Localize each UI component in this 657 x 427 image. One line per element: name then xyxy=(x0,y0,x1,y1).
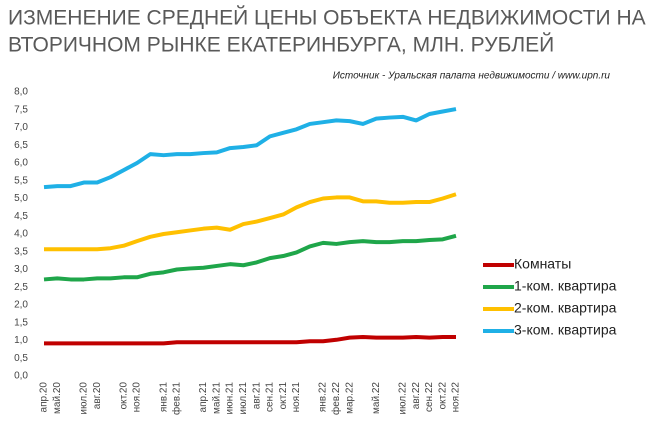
x-tick-label: окт.20 xyxy=(118,382,129,410)
legend-label: 3-ком. квартира xyxy=(514,322,617,338)
y-tick-label: 1,5 xyxy=(14,317,28,328)
chart-title: ИЗМЕНЕНИЕ СРЕДНЕЙ ЦЕНЫ ОБЪЕКТА НЕДВИЖИМО… xyxy=(8,6,646,30)
legend-label: Комнаты xyxy=(514,256,571,272)
series-line xyxy=(43,233,457,282)
x-tick-label: окт.21 xyxy=(278,382,289,410)
x-tick-label: июл.20 xyxy=(79,382,90,415)
x-tick-label: авг.21 xyxy=(251,382,262,410)
x-tick-label: фев.21 xyxy=(171,382,183,415)
y-tick-label: 7,5 xyxy=(14,104,28,115)
x-tick-label: ноя.20 xyxy=(132,382,143,413)
series-line xyxy=(43,107,457,190)
y-tick-label: 3,5 xyxy=(14,246,28,257)
source-note: Источник - Уральская палата недвижимости… xyxy=(333,71,611,82)
x-tick-label: янв.22 xyxy=(318,382,329,413)
x-tick-label: апр.21 xyxy=(198,382,209,413)
x-tick-label: фев.22 xyxy=(330,382,342,415)
x-tick-label: июн.21 xyxy=(225,382,236,415)
x-tick-label: ноя.21 xyxy=(291,382,302,413)
y-tick-label: 5,0 xyxy=(14,193,28,204)
legend-label: 2-ком. квартира xyxy=(514,300,617,316)
legend-label: 1-ком. квартира xyxy=(514,278,617,294)
y-tick-label: 4,5 xyxy=(14,211,28,222)
x-tick-label: ноя.22 xyxy=(451,382,462,413)
x-tick-label: сен.22 xyxy=(424,382,435,412)
y-tick-label: 0,0 xyxy=(14,371,28,382)
y-tick-label: 8,0 xyxy=(14,87,28,98)
y-tick-label: 4,0 xyxy=(14,229,28,240)
series-line xyxy=(44,192,457,252)
x-tick-label: авг.22 xyxy=(411,382,422,410)
x-tick-label: сен.21 xyxy=(265,382,276,412)
x-tick-label: май.20 xyxy=(52,382,63,414)
y-tick-label: 3,0 xyxy=(14,264,28,275)
x-tick-label: июл.21 xyxy=(238,382,249,415)
x-tick-label: апр.20 xyxy=(39,382,50,413)
x-tick-label: янв.21 xyxy=(158,382,169,413)
y-tick-label: 2,5 xyxy=(14,282,28,293)
x-tick-label: мар.22 xyxy=(344,382,355,414)
series-line xyxy=(44,334,456,346)
x-tick-label: май.22 xyxy=(371,382,382,414)
y-tick-label: 1,0 xyxy=(14,335,28,346)
y-tick-label: 7,0 xyxy=(14,122,28,133)
x-tick-label: май.21 xyxy=(211,382,222,414)
y-tick-label: 2,0 xyxy=(14,300,28,311)
y-tick-label: 5,5 xyxy=(14,175,28,186)
y-tick-label: 0,5 xyxy=(14,353,28,364)
x-tick-label: июл.22 xyxy=(397,382,408,415)
x-tick-label: авг.20 xyxy=(92,382,103,410)
chart-title: ВТОРИЧНОМ РЫНКЕ ЕКАТЕРИНБУРГА, МЛН. РУБЛ… xyxy=(8,33,554,57)
y-tick-label: 6,0 xyxy=(14,158,28,169)
y-tick-label: 6,5 xyxy=(14,140,28,151)
x-tick-label: окт.22 xyxy=(437,382,448,410)
